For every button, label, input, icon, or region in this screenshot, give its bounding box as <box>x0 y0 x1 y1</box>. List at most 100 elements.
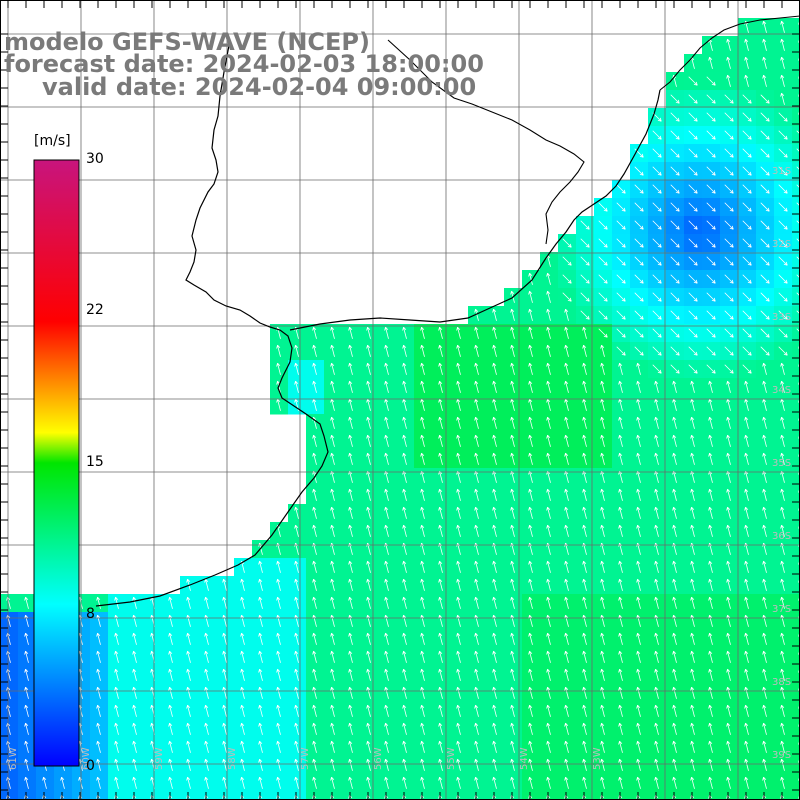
wind-arrow <box>652 274 662 284</box>
wind-arrow <box>493 705 497 717</box>
wind-arrow-head <box>621 317 626 320</box>
wind-arrow-head <box>763 398 767 403</box>
wind-arrow-head <box>115 614 119 619</box>
wind-arrow-head <box>529 722 533 727</box>
wind-arrow <box>727 759 731 771</box>
wind-arrow-head <box>384 687 386 691</box>
wind-arrow-head <box>709 596 713 601</box>
wind-arrow-head <box>691 452 695 457</box>
wind-arrow-head <box>727 56 731 61</box>
wind-arrow <box>457 399 461 411</box>
wind-cell <box>792 36 800 55</box>
wind-arrow <box>439 453 443 465</box>
wind-arrow <box>295 723 299 735</box>
wind-arrow-head <box>785 297 788 302</box>
wind-arrow <box>367 435 371 447</box>
wind-arrow-head <box>475 704 479 709</box>
wind-arrow <box>241 705 245 717</box>
wind-arrow <box>493 741 497 753</box>
wind-arrow-head <box>529 398 533 403</box>
wind-arrow <box>349 453 353 465</box>
wind-arrow-head <box>6 723 8 727</box>
wind-arrow-head <box>528 561 530 565</box>
wind-arrow-head <box>749 243 752 248</box>
wind-arrow-head <box>565 704 569 709</box>
wind-arrow <box>688 202 698 212</box>
wind-arrow-head <box>565 326 569 331</box>
wind-arrow-head <box>657 137 662 140</box>
wind-arrow-head <box>475 380 479 385</box>
wind-arrow-head <box>726 417 728 421</box>
wind-arrow <box>187 687 191 699</box>
wind-arrow-head <box>330 741 332 745</box>
wind-arrow-head <box>511 596 515 601</box>
wind-arrow-head <box>767 315 770 320</box>
wind-arrow-head <box>510 453 512 457</box>
wind-arrow-head <box>528 399 530 403</box>
wind-arrow <box>760 112 770 122</box>
wind-arrow-head <box>457 326 461 331</box>
wind-arrow-head <box>457 434 461 439</box>
wind-arrow-head <box>330 777 332 781</box>
wind-cell <box>792 126 800 145</box>
wind-arrow-head <box>420 489 422 493</box>
wind-arrow-head <box>132 687 134 691</box>
wind-arrow-head <box>349 758 353 763</box>
wind-arrow-head <box>744 453 746 457</box>
wind-arrow-head <box>205 578 209 583</box>
wind-arrow-head <box>547 614 551 619</box>
wind-arrow <box>781 705 785 717</box>
wind-cell <box>792 396 800 415</box>
wind-arrow-head <box>150 705 152 709</box>
wind-arrow-head <box>726 579 728 583</box>
wind-arrow-head <box>348 579 350 583</box>
wind-arrow-head <box>677 189 680 194</box>
wind-arrow-head <box>457 488 461 493</box>
wind-arrow-head <box>690 525 692 529</box>
wind-arrow-head <box>187 650 191 655</box>
wind-arrow-head <box>366 633 368 637</box>
wind-arrow <box>313 777 317 789</box>
wind-arrow-head <box>659 225 662 230</box>
wind-arrow-head <box>493 380 497 385</box>
wind-arrow-head <box>745 380 749 385</box>
wind-arrow-head <box>204 705 206 709</box>
wind-arrow <box>763 597 767 609</box>
wind-arrow-head <box>312 381 314 385</box>
wind-arrow-head <box>168 633 170 637</box>
wind-arrow <box>403 561 407 573</box>
wind-arrow-head <box>729 173 734 176</box>
wind-arrow <box>670 112 680 122</box>
wind-arrow-head <box>641 333 644 338</box>
lat-label: 32S <box>772 239 791 250</box>
wind-arrow-head <box>744 489 746 493</box>
wind-arrow <box>529 309 533 321</box>
wind-arrow-head <box>205 668 209 673</box>
wind-arrow <box>709 489 713 501</box>
wind-arrow-head <box>567 281 572 284</box>
wind-arrow-head <box>547 326 551 331</box>
wind-arrow <box>223 741 227 753</box>
wind-arrow <box>475 723 479 735</box>
wind-arrow <box>634 238 644 248</box>
wind-arrow-head <box>582 705 584 709</box>
wind-arrow-head <box>639 191 644 194</box>
wind-arrow <box>331 345 335 357</box>
wind-arrow-head <box>312 759 314 763</box>
wind-arrow <box>421 435 425 447</box>
wind-arrow-head <box>601 434 605 439</box>
wind-arrow <box>706 130 716 140</box>
wind-arrow-head <box>331 524 335 529</box>
wind-arrow-head <box>726 633 728 637</box>
wind-arrow-head <box>749 135 752 140</box>
wind-arrow <box>439 597 443 609</box>
wind-arrow-head <box>673 416 677 421</box>
wind-arrow-head <box>403 596 407 601</box>
wind-arrow <box>349 489 353 501</box>
wind-arrow <box>691 651 695 663</box>
wind-arrow-head <box>384 777 386 781</box>
wind-arrow-head <box>763 488 767 493</box>
wind-arrow-head <box>729 191 734 194</box>
wind-arrow-head <box>186 777 188 781</box>
wind-arrow <box>367 489 371 501</box>
